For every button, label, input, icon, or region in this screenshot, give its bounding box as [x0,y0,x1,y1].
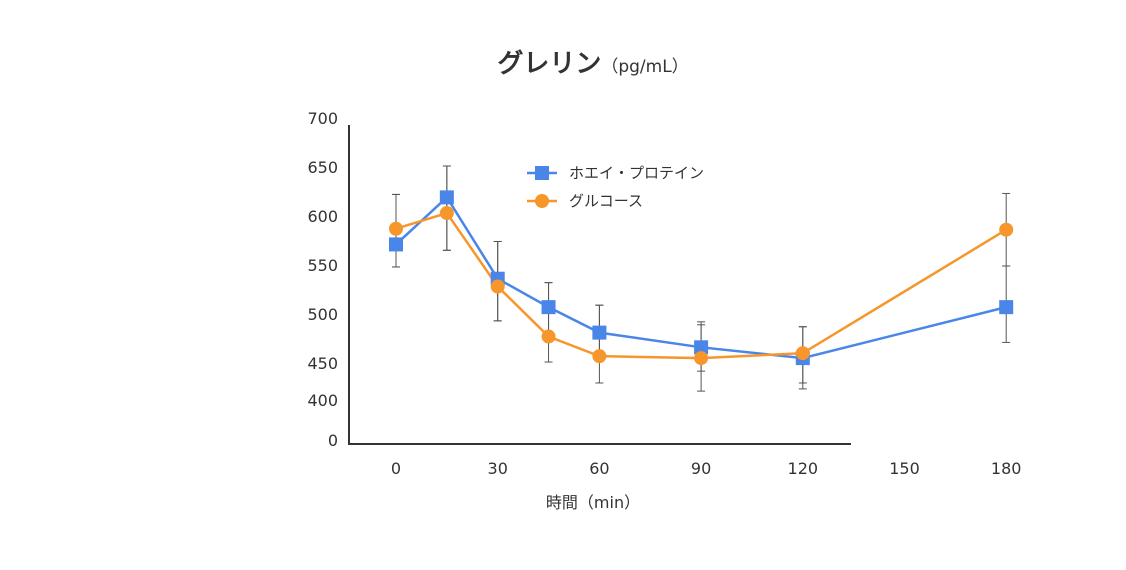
data-point-circle [439,206,454,221]
data-point-circle [541,329,556,344]
series-lines [395,195,1007,360]
x-tick-label: 0 [391,459,401,478]
x-axis-label: 時間（min） [546,493,640,512]
chart-title-main: グレリン [497,49,601,79]
chart-title-unit: （pg/mL） [601,57,688,77]
y-tick-label: 600 [307,207,338,226]
chart-title: グレリン（pg/mL） [497,49,688,79]
y-tick-label: 700 [307,109,338,128]
data-point-square [592,325,607,340]
data-point-circle [795,346,810,361]
x-tick-label: 150 [889,459,920,478]
data-point-circle [694,351,709,366]
data-point-circle [592,349,607,364]
y-tick-label: 0 [328,431,338,450]
y-tick-labels: 700 650 600 550 500 450 400 0 [307,109,338,450]
x-tick-label: 90 [691,459,711,478]
legend-label: グルコース [569,192,643,210]
x-tick-label: 120 [788,459,819,478]
y-tick-label: 550 [307,256,338,275]
x-tick-labels: 0 30 60 90 120 150 180 [391,459,1022,478]
data-point-circle [490,279,505,294]
x-tick-label: 30 [488,459,508,478]
series-markers [389,190,1014,366]
data-point-circle [999,222,1014,237]
x-tick-label: 180 [991,459,1022,478]
legend-marker-circle [535,194,549,208]
data-point-circle [389,221,403,236]
series-line [395,195,1007,360]
y-tick-label: 650 [307,158,338,177]
legend-marker-square [535,166,549,180]
data-point-square [389,237,403,252]
axes [348,125,851,445]
x-tick-label: 60 [589,459,609,478]
data-point-square [694,340,709,355]
data-point-square [999,300,1014,315]
data-point-square [541,300,556,315]
y-tick-label: 400 [307,391,338,410]
series-line [395,211,1007,360]
y-tick-label: 450 [307,354,338,373]
y-tick-label: 500 [307,305,338,324]
legend-label: ホエイ・プロテイン [569,164,704,182]
data-point-square [439,190,454,205]
